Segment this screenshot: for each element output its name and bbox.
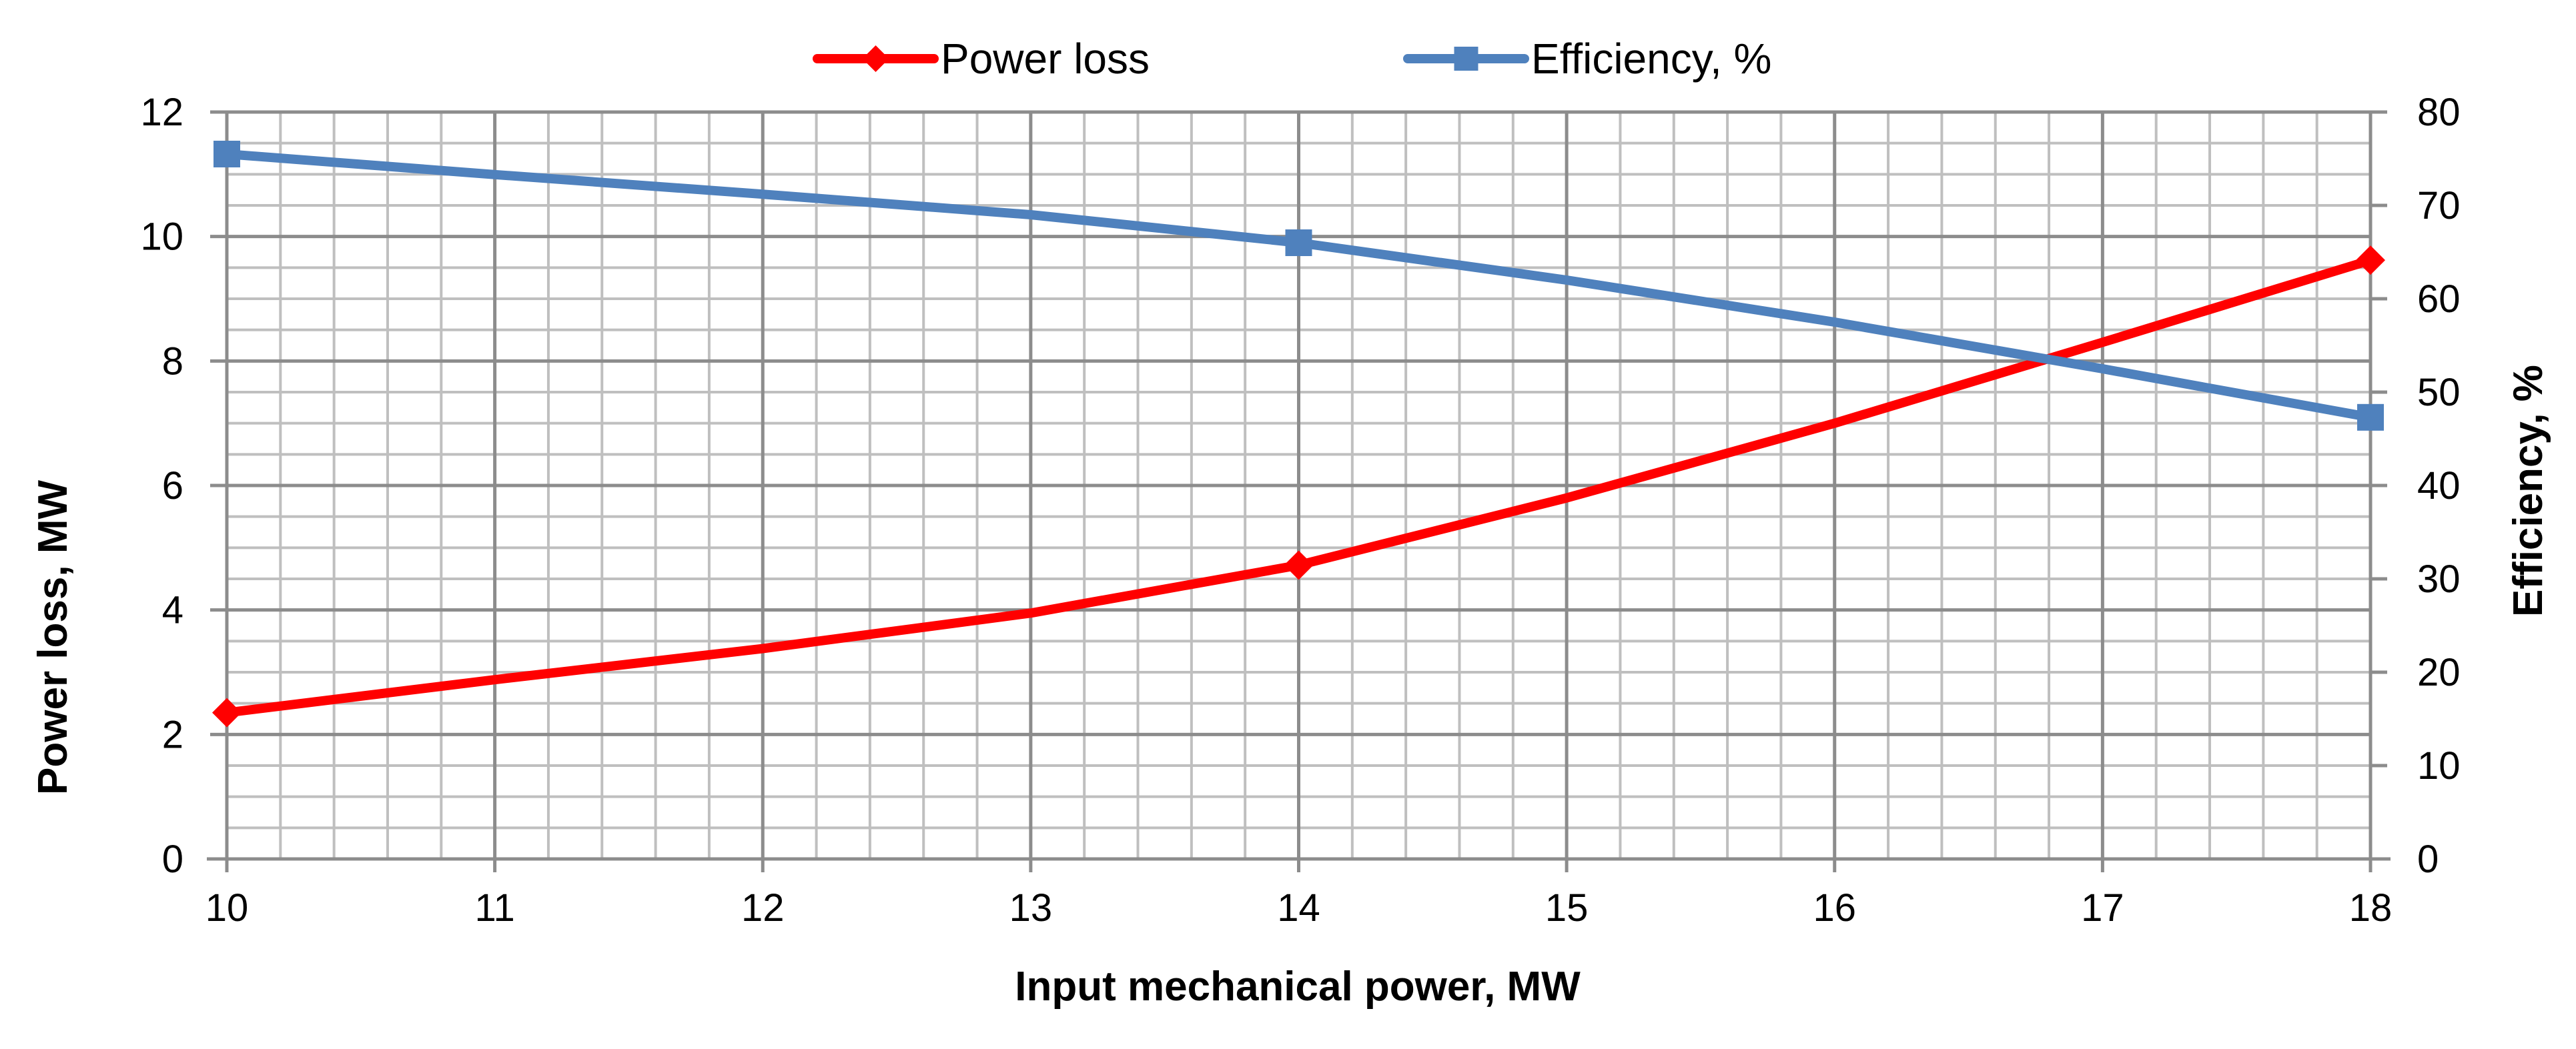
x-tick-label: 16	[1813, 886, 1856, 930]
y-tick-label: 2	[162, 713, 183, 756]
y2-axis-label: Efficiency, %	[2505, 365, 2551, 617]
y2-tick-label: 70	[2417, 184, 2461, 227]
y2-tick-label: 30	[2417, 558, 2461, 601]
efficiency-point	[2357, 403, 2384, 431]
x-tick-label: 15	[1545, 886, 1589, 930]
y-tick-label: 0	[162, 838, 183, 881]
series	[212, 141, 2385, 728]
y2-tick-label: 40	[2417, 464, 2461, 507]
x-tick-label: 11	[475, 886, 515, 930]
y-tick-label: 10	[140, 215, 183, 259]
power-loss-point	[2356, 245, 2385, 275]
x-tick-label: 10	[205, 886, 249, 930]
y2-tick-label: 60	[2417, 277, 2461, 321]
y-tick-label: 8	[162, 339, 183, 383]
grid-major	[227, 110, 2371, 859]
x-axis-label: Input mechanical power, MW	[1015, 964, 1581, 1010]
power-loss-point	[1284, 550, 1314, 580]
legend-power-loss-marker	[862, 45, 889, 72]
efficiency-point	[213, 141, 240, 167]
y-tick-label: 12	[140, 91, 183, 134]
efficiency-point	[1285, 229, 1312, 256]
y-tick-label: 6	[162, 464, 183, 507]
y-tick-label: 4	[162, 589, 183, 632]
x-tick-label: 12	[741, 886, 785, 930]
x-tick-label: 14	[1277, 886, 1320, 930]
power-loss-point	[212, 698, 242, 728]
y2-tick-label: 80	[2417, 91, 2461, 134]
legend-efficiency-marker	[1454, 47, 1478, 71]
x-tick-label: 17	[2081, 886, 2124, 930]
axes: 10 11 12 13 14 15 16 17 18 0 2 4 6 8 10 12 0 10 20 30 40 50 60…	[140, 91, 2460, 930]
y2-tick-label: 50	[2417, 371, 2461, 414]
y2-tick-label: 0	[2417, 838, 2439, 881]
legend: Power loss Efficiency, %	[813, 35, 1771, 83]
y2-tick-label: 10	[2417, 744, 2461, 788]
legend-power-loss-label: Power loss	[941, 35, 1150, 83]
legend-efficiency-label: Efficiency, %	[1531, 35, 1771, 83]
y2-tick-label: 20	[2417, 651, 2461, 694]
y-axis-label: Power loss, MW	[30, 480, 76, 795]
x-tick-label: 18	[2349, 886, 2393, 930]
x-tick-label: 13	[1009, 886, 1053, 930]
